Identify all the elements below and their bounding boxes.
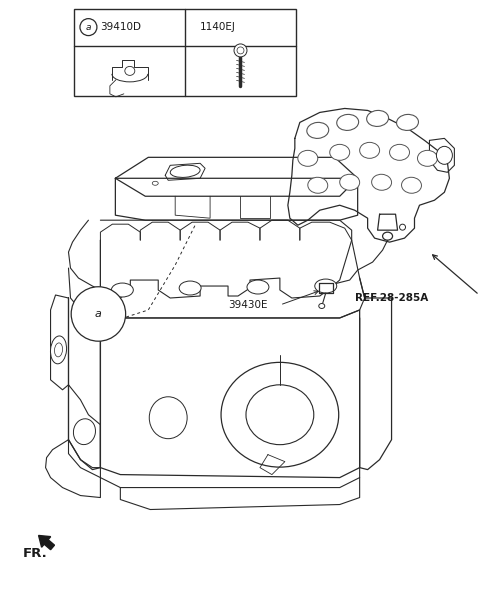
Ellipse shape xyxy=(298,151,318,166)
Ellipse shape xyxy=(307,122,329,139)
Ellipse shape xyxy=(396,115,419,130)
Text: 1140EJ: 1140EJ xyxy=(200,22,236,32)
Ellipse shape xyxy=(246,385,314,445)
Ellipse shape xyxy=(308,177,328,193)
Ellipse shape xyxy=(390,145,409,160)
Ellipse shape xyxy=(383,232,393,240)
Text: 39410D: 39410D xyxy=(100,22,142,32)
Ellipse shape xyxy=(170,165,200,178)
Ellipse shape xyxy=(372,174,392,190)
Ellipse shape xyxy=(399,224,406,230)
Text: FR.: FR. xyxy=(23,547,48,560)
Ellipse shape xyxy=(367,110,388,127)
Ellipse shape xyxy=(73,419,96,445)
Text: a: a xyxy=(95,309,102,319)
Ellipse shape xyxy=(237,47,244,54)
Text: 39430E: 39430E xyxy=(228,300,267,310)
Ellipse shape xyxy=(221,362,339,467)
Ellipse shape xyxy=(247,280,269,294)
Ellipse shape xyxy=(340,174,360,190)
Ellipse shape xyxy=(436,146,452,164)
Text: a: a xyxy=(86,23,91,32)
Ellipse shape xyxy=(330,145,350,160)
Ellipse shape xyxy=(317,178,323,182)
Ellipse shape xyxy=(315,279,336,293)
Ellipse shape xyxy=(402,177,421,193)
Ellipse shape xyxy=(149,397,187,439)
Ellipse shape xyxy=(337,115,359,130)
Text: REF.28-285A: REF.28-285A xyxy=(355,293,428,303)
Ellipse shape xyxy=(152,181,158,185)
Ellipse shape xyxy=(418,151,437,166)
FancyArrow shape xyxy=(38,535,55,550)
Ellipse shape xyxy=(55,343,62,357)
Ellipse shape xyxy=(125,67,135,76)
Ellipse shape xyxy=(234,44,247,57)
Ellipse shape xyxy=(111,283,133,297)
Ellipse shape xyxy=(50,336,67,364)
Circle shape xyxy=(80,19,97,35)
Ellipse shape xyxy=(360,142,380,158)
Ellipse shape xyxy=(319,304,325,308)
FancyBboxPatch shape xyxy=(74,8,296,97)
Ellipse shape xyxy=(179,281,201,295)
